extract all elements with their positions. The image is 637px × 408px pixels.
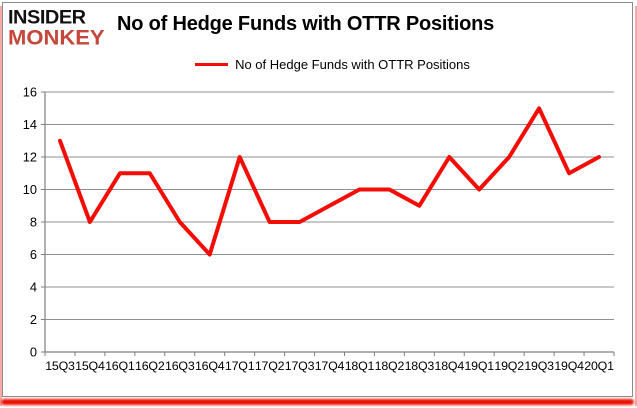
legend-line-sample-icon bbox=[195, 63, 229, 66]
y-axis-label: 10 bbox=[23, 182, 37, 197]
x-axis-label: 17Q3 bbox=[285, 359, 315, 373]
legend-label: No of Hedge Funds with OTTR Positions bbox=[235, 57, 470, 72]
bottom-red-glow bbox=[1, 399, 634, 405]
y-axis-label: 4 bbox=[30, 280, 37, 295]
y-axis-label: 12 bbox=[23, 150, 37, 165]
x-axis-label: 16Q4 bbox=[195, 359, 225, 373]
chart-legend: No of Hedge Funds with OTTR Positions bbox=[14, 57, 637, 72]
x-axis-label: 20Q1 bbox=[584, 359, 614, 373]
frame-right-edge bbox=[635, 6, 637, 406]
x-axis-label: 16Q1 bbox=[105, 359, 135, 373]
x-axis-label: 15Q3 bbox=[45, 359, 75, 373]
y-axis-label: 8 bbox=[30, 215, 37, 230]
x-axis-label: 17Q2 bbox=[255, 359, 285, 373]
chart-title: No of Hedge Funds with OTTR Positions bbox=[117, 13, 495, 35]
x-axis-label: 18Q3 bbox=[405, 359, 435, 373]
chart-outer-border bbox=[2, 2, 633, 397]
x-axis-label: 16Q3 bbox=[165, 359, 195, 373]
y-axis-label: 0 bbox=[30, 345, 37, 360]
logo-word-monkey: MONKEY bbox=[8, 25, 105, 50]
x-axis-label: 19Q1 bbox=[464, 359, 494, 373]
x-axis-label: 16Q2 bbox=[135, 359, 165, 373]
x-axis-label: 15Q4 bbox=[75, 359, 105, 373]
x-axis-label: 18Q4 bbox=[435, 359, 465, 373]
x-axis-label: 18Q1 bbox=[345, 359, 375, 373]
frame-left-edge bbox=[0, 6, 2, 406]
x-axis-label: 17Q4 bbox=[315, 359, 345, 373]
x-axis-label: 17Q1 bbox=[225, 359, 255, 373]
x-axis-label: 18Q2 bbox=[375, 359, 405, 373]
y-axis-label: 14 bbox=[23, 117, 37, 132]
y-axis-label: 2 bbox=[30, 312, 37, 327]
y-axis-label: 6 bbox=[30, 247, 37, 262]
insider-monkey-logo: INSIDER MONKEY bbox=[8, 9, 105, 49]
logo-word-insider: INSIDER bbox=[8, 7, 86, 29]
x-axis-label: 19Q4 bbox=[554, 359, 584, 373]
x-axis-label: 19Q2 bbox=[494, 359, 524, 373]
series-line bbox=[58, 106, 601, 257]
x-axis-label: 19Q3 bbox=[524, 359, 554, 373]
y-axis-label: 16 bbox=[23, 85, 37, 100]
